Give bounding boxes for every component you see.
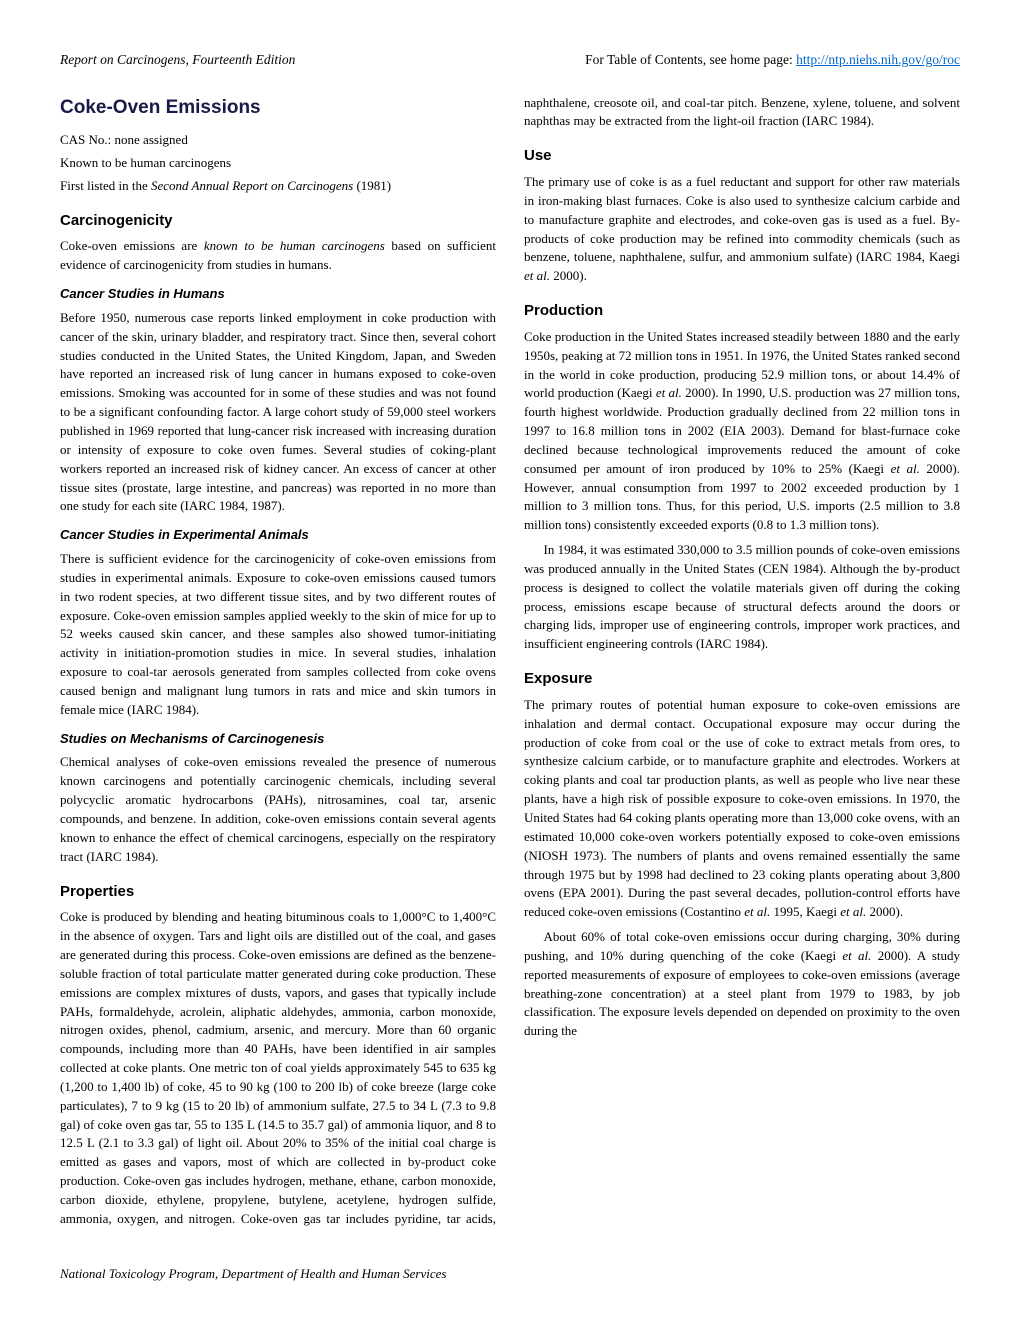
- meta-cas: CAS No.: none assigned: [60, 131, 496, 150]
- mechanisms-p1: Chemical analyses of coke-oven emissions…: [60, 753, 496, 866]
- carcinogenicity-intro: Coke-oven emissions are known to be huma…: [60, 237, 496, 275]
- heading-carcinogenicity: Carcinogenicity: [60, 210, 496, 232]
- heading-use: Use: [524, 145, 960, 167]
- header-right: For Table of Contents, see home page: ht…: [585, 50, 960, 70]
- heading-production: Production: [524, 300, 960, 322]
- heading-exposure: Exposure: [524, 668, 960, 690]
- meta-first-listed: First listed in the Second Annual Report…: [60, 177, 496, 196]
- exposure-p2: About 60% of total coke-oven emissions o…: [524, 928, 960, 1041]
- toc-link[interactable]: http://ntp.niehs.nih.gov/go/roc: [796, 52, 960, 67]
- header-left: Report on Carcinogens, Fourteenth Editio…: [60, 50, 295, 70]
- humans-p1: Before 1950, numerous case reports linke…: [60, 309, 496, 516]
- animals-p1: There is sufficient evidence for the car…: [60, 550, 496, 720]
- article-title: Coke-Oven Emissions: [60, 94, 496, 122]
- page-header: Report on Carcinogens, Fourteenth Editio…: [60, 50, 960, 70]
- subheading-humans: Cancer Studies in Humans: [60, 285, 496, 304]
- meta-known: Known to be human carcinogens: [60, 154, 496, 173]
- page-footer: National Toxicology Program, Department …: [60, 1265, 446, 1284]
- production-p2: In 1984, it was estimated 330,000 to 3.5…: [524, 541, 960, 654]
- production-p1: Coke production in the United States inc…: [524, 328, 960, 535]
- subheading-mechanisms: Studies on Mechanisms of Carcinogenesis: [60, 730, 496, 749]
- subheading-animals: Cancer Studies in Experimental Animals: [60, 526, 496, 545]
- use-p1: The primary use of coke is as a fuel red…: [524, 173, 960, 286]
- heading-properties: Properties: [60, 881, 496, 903]
- exposure-p1: The primary routes of potential human ex…: [524, 696, 960, 922]
- content-columns: Coke-Oven Emissions CAS No.: none assign…: [60, 94, 960, 1249]
